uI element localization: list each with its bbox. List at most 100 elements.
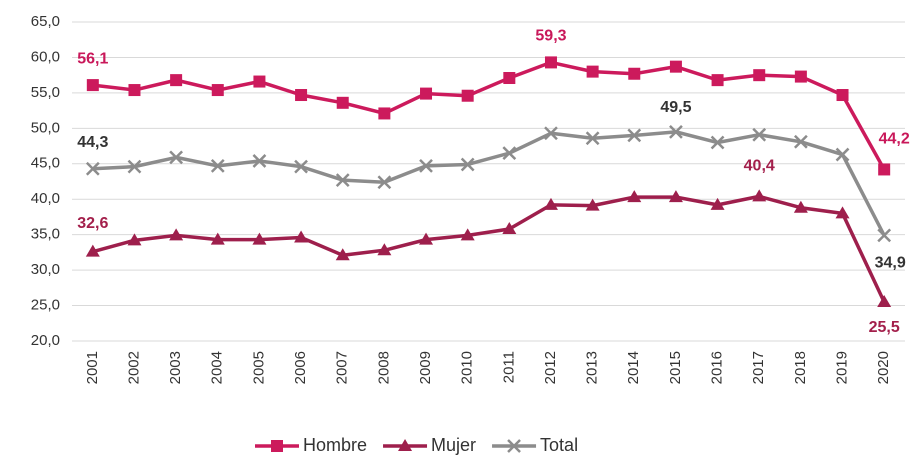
x-tick-label: 2019: [833, 351, 850, 384]
point: [295, 89, 308, 102]
y-tick-label: 45,0: [31, 155, 60, 172]
y-tick-label: 55,0: [31, 84, 60, 101]
y-tick-label: 60,0: [31, 48, 60, 65]
x-tick-label: 2014: [625, 351, 642, 384]
data-label: 56,1: [77, 50, 108, 67]
legend-label: Mujer: [431, 435, 476, 455]
line: [92, 194, 886, 303]
point: [586, 65, 599, 78]
point: [711, 74, 724, 87]
line: [92, 60, 886, 171]
data-label: 44,2: [879, 131, 910, 148]
y-tick-label: 65,0: [31, 13, 60, 30]
x-tick-label: 2009: [417, 351, 434, 384]
point: [877, 228, 892, 243]
point: [502, 146, 517, 161]
x-tick-label: 2001: [84, 351, 101, 384]
y-tick-label: 50,0: [31, 119, 60, 136]
point: [543, 197, 558, 210]
legend-marker: [507, 439, 521, 453]
point: [878, 163, 891, 176]
point: [585, 198, 600, 211]
point: [544, 126, 558, 141]
point: [252, 154, 267, 168]
x-tick-label: 2013: [584, 351, 601, 384]
point: [752, 189, 767, 202]
point: [294, 159, 308, 174]
point: [627, 190, 642, 203]
point: [85, 161, 100, 176]
point: [127, 233, 142, 246]
point: [86, 79, 99, 92]
data-label: 59,3: [535, 28, 566, 45]
point: [294, 230, 309, 243]
legend-label: Total: [540, 435, 578, 455]
line: [92, 130, 886, 237]
point: [336, 96, 349, 109]
y-tick-label: 20,0: [31, 332, 60, 349]
x-tick-label: 2006: [292, 351, 309, 384]
point: [710, 197, 725, 210]
y-tick-label: 40,0: [31, 190, 60, 207]
data-label: 25,5: [869, 319, 900, 336]
point: [627, 128, 642, 143]
data-label: 32,6: [77, 215, 108, 232]
point: [210, 159, 225, 173]
point: [835, 206, 850, 219]
point: [752, 127, 767, 142]
point: [85, 244, 100, 257]
data-label: 44,3: [77, 134, 108, 151]
point: [794, 70, 807, 83]
point: [753, 69, 766, 82]
point: [210, 232, 225, 245]
x-tick-label: 2020: [875, 351, 892, 384]
point: [420, 87, 433, 100]
point: [502, 221, 517, 234]
point: [127, 159, 142, 174]
x-tick-label: 2003: [167, 351, 184, 384]
x-tick-label: 2018: [792, 351, 809, 384]
legend-label: Hombre: [303, 435, 367, 455]
point: [669, 124, 683, 139]
point: [585, 131, 600, 146]
point: [835, 147, 850, 162]
point: [669, 60, 682, 73]
x-tick-label: 2017: [750, 351, 767, 384]
point: [793, 200, 808, 213]
legend-marker: [271, 440, 283, 452]
point: [335, 173, 350, 187]
y-tick-label: 35,0: [31, 226, 60, 243]
x-tick-label: 2012: [542, 351, 559, 384]
legend-marker: [398, 439, 413, 451]
y-tick-label: 30,0: [31, 261, 60, 278]
data-label: 34,9: [875, 255, 906, 272]
point: [377, 243, 392, 256]
point: [460, 157, 475, 172]
point: [378, 107, 391, 120]
point: [503, 72, 516, 85]
point: [253, 75, 266, 88]
point: [169, 150, 184, 165]
x-tick-label: 2007: [334, 351, 351, 384]
x-tick-label: 2011: [500, 351, 517, 383]
x-tick-label: 2004: [209, 351, 226, 384]
point: [628, 67, 641, 80]
x-tick-label: 2015: [667, 351, 684, 384]
point: [793, 134, 808, 149]
point: [211, 84, 224, 97]
x-tick-label: 2002: [125, 351, 142, 384]
point: [419, 159, 433, 173]
point: [335, 248, 350, 261]
point: [668, 190, 683, 203]
x-tick-label: 2016: [709, 351, 726, 384]
point: [710, 135, 725, 150]
data-label: 49,5: [660, 99, 691, 116]
data-label: 40,4: [744, 158, 775, 175]
point: [170, 74, 183, 87]
point: [877, 295, 892, 308]
point: [419, 232, 434, 245]
point: [169, 228, 184, 241]
point: [836, 89, 849, 102]
x-tick-label: 2005: [250, 351, 267, 384]
